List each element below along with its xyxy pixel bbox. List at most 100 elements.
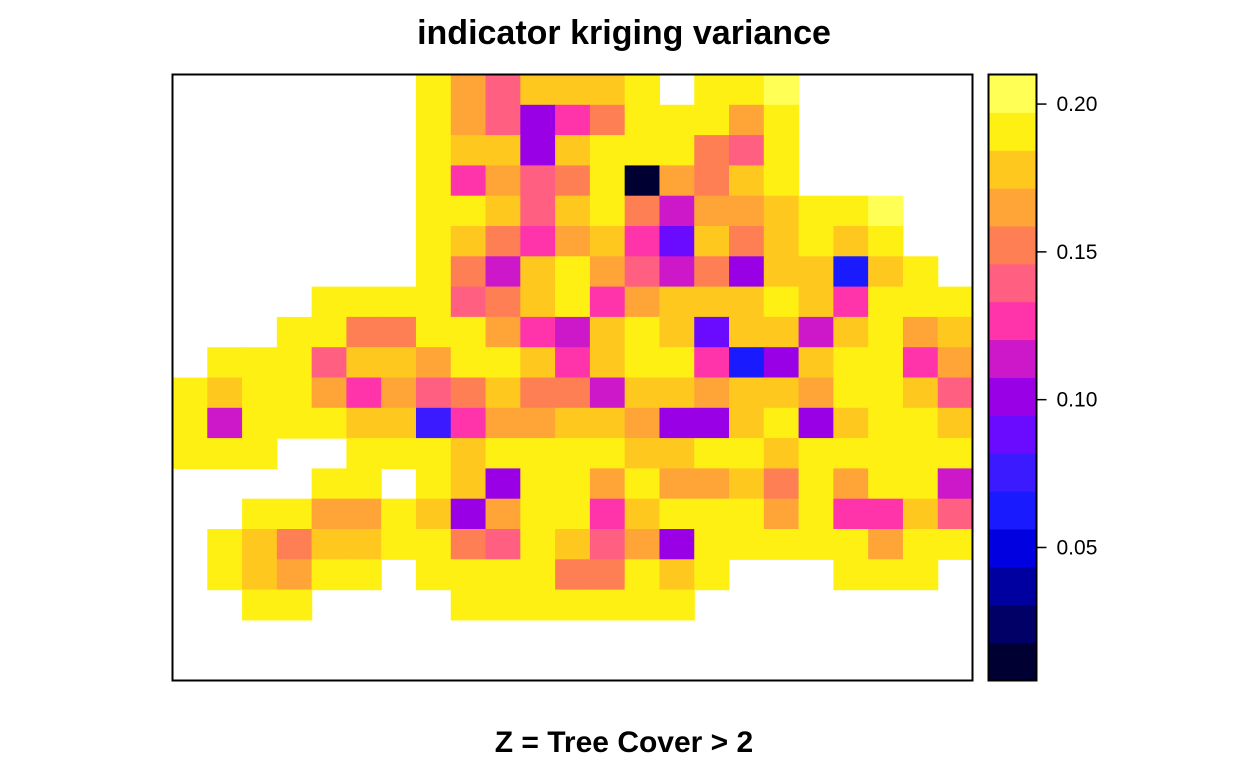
heatmap-cell <box>694 256 730 288</box>
heatmap-cell <box>729 165 765 197</box>
heatmap-cell <box>937 347 974 379</box>
heatmap-cell <box>415 559 452 591</box>
heatmap-cell <box>624 559 661 591</box>
heatmap-cell <box>624 589 661 621</box>
heatmap-cell <box>833 529 869 560</box>
heatmap-cell <box>311 377 348 409</box>
heatmap-cell <box>311 286 348 318</box>
heatmap-cell <box>520 347 556 379</box>
heatmap-cell <box>415 438 452 469</box>
heatmap-cell <box>485 316 521 348</box>
heatmap-cell <box>450 407 487 439</box>
heatmap-cell <box>902 438 939 469</box>
heatmap-cell <box>902 316 939 348</box>
heatmap-cell <box>902 498 939 530</box>
heatmap-cell <box>624 347 661 379</box>
heatmap-cell <box>589 104 626 136</box>
heatmap-cell <box>276 377 313 409</box>
heatmap-cell <box>242 377 278 409</box>
heatmap-cell <box>555 438 591 469</box>
heatmap-cell <box>520 165 556 197</box>
heatmap-cell <box>207 377 243 409</box>
heatmap-cell <box>555 165 591 197</box>
heatmap-cell <box>902 347 939 379</box>
heatmap-cell <box>659 377 695 409</box>
heatmap-cell <box>763 316 800 348</box>
colorbar-ticks: 0.05 0.10 0.15 0.20 <box>1036 93 1098 559</box>
heatmap-cell <box>555 498 591 530</box>
heatmap-cell <box>311 347 348 379</box>
heatmap-cell <box>555 226 591 257</box>
heatmap-cell <box>729 468 765 500</box>
heatmap-cell <box>729 438 765 469</box>
heatmap-cell <box>798 438 834 469</box>
heatmap-cell <box>520 529 556 560</box>
colorbar-band <box>988 491 1037 530</box>
heatmap-cell <box>694 195 730 227</box>
heatmap-cell <box>450 498 487 530</box>
heatmap-cell <box>311 316 348 348</box>
heatmap-cell <box>485 165 521 197</box>
heatmap-cell <box>624 498 661 530</box>
heatmap-cell <box>311 468 348 500</box>
heatmap-cell <box>868 347 904 379</box>
heatmap-cell <box>415 74 452 106</box>
heatmap-cell <box>729 529 765 560</box>
heatmap-cells <box>172 74 974 621</box>
heatmap-cell <box>624 468 661 500</box>
heatmap-cell <box>381 407 417 439</box>
heatmap-cell <box>276 347 313 379</box>
heatmap-cell <box>659 468 695 500</box>
heatmap-cell <box>415 529 452 560</box>
plot-frame <box>171 73 974 682</box>
heatmap-cell <box>937 468 974 500</box>
heatmap-cell <box>694 165 730 197</box>
heatmap-cell <box>694 407 730 439</box>
heatmap-cell <box>276 589 313 621</box>
heatmap-cell <box>485 498 521 530</box>
heatmap-cell <box>729 226 765 257</box>
colorbar-band <box>988 74 1037 113</box>
heatmap-cell <box>485 74 521 106</box>
heatmap-cell <box>485 468 521 500</box>
heatmap-cell <box>520 226 556 257</box>
heatmap-cell <box>763 226 800 257</box>
heatmap-cell <box>729 407 765 439</box>
heatmap-cell <box>659 316 695 348</box>
colorbar-tick-label: 0.10 <box>1057 389 1098 412</box>
heatmap-cell <box>659 286 695 318</box>
colorbar <box>988 74 1037 682</box>
heatmap-cell <box>415 498 452 530</box>
heatmap-cell <box>485 226 521 257</box>
chart-title: indicator kriging variance <box>417 14 831 52</box>
heatmap-cell <box>346 347 382 379</box>
heatmap-cell <box>624 407 661 439</box>
heatmap-cell <box>589 529 626 560</box>
heatmap-cell <box>589 498 626 530</box>
heatmap-cell <box>624 226 661 257</box>
heatmap-cell <box>485 529 521 560</box>
heatmap-cell <box>694 74 730 106</box>
heatmap-cell <box>624 74 661 106</box>
heatmap-cell <box>833 377 869 409</box>
heatmap-cell <box>868 377 904 409</box>
heatmap-cell <box>624 135 661 166</box>
heatmap-cell <box>415 135 452 166</box>
heatmap-cell <box>589 226 626 257</box>
heatmap-cell <box>520 286 556 318</box>
heatmap-cell <box>902 529 939 560</box>
heatmap-cell <box>415 256 452 288</box>
heatmap-cell <box>659 256 695 288</box>
heatmap-cell <box>589 316 626 348</box>
heatmap-cell <box>589 407 626 439</box>
heatmap-cell <box>520 104 556 136</box>
heatmap-cell <box>450 195 487 227</box>
x-axis-label: Z = Tree Cover > 2 <box>495 726 753 759</box>
heatmap-cell <box>415 165 452 197</box>
heatmap-cell <box>242 529 278 560</box>
heatmap-cell <box>485 377 521 409</box>
heatmap-cell <box>763 165 800 197</box>
heatmap-cell <box>555 347 591 379</box>
heatmap-cell <box>520 74 556 106</box>
heatmap-cell <box>555 135 591 166</box>
